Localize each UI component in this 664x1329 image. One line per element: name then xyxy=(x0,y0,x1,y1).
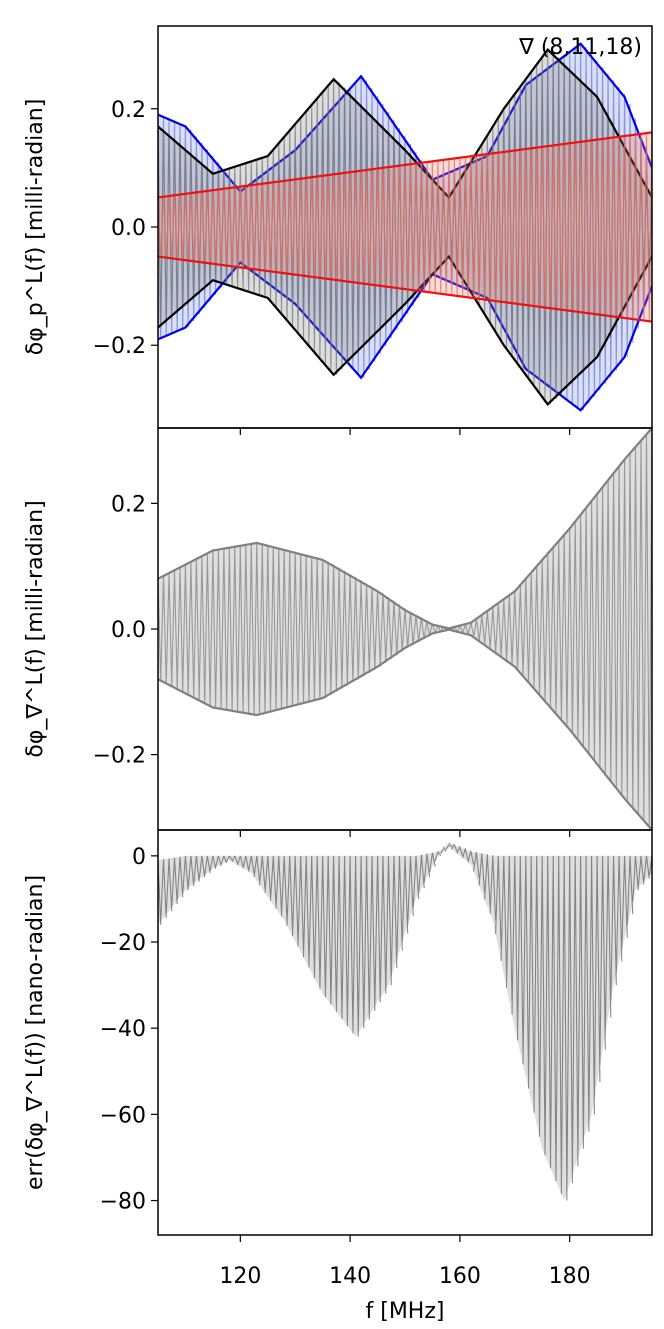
bottom-series-0-oscillation xyxy=(158,842,652,1201)
bottom-ytick-label: −80 xyxy=(100,1190,146,1215)
top-ylabel: δφ_p^L(f) [milli-radian] xyxy=(23,99,48,356)
x-axis-label: f [MHz] xyxy=(366,1299,445,1324)
middle-series-0-oscillation xyxy=(158,428,652,827)
top-ytick-label: −0.2 xyxy=(93,334,146,359)
middle-ylabel: δφ_∇^L(f) [milli-radian] xyxy=(23,500,48,757)
middle-series-0-lower-envelope xyxy=(158,628,652,830)
bottom-axes-frame xyxy=(157,829,653,1236)
top-series-2-upper-envelope xyxy=(158,131,652,199)
bottom-ytick-label: −40 xyxy=(100,1017,146,1042)
bottom-plot-area xyxy=(158,842,652,1201)
middle-series-0-upper-envelope xyxy=(158,428,652,630)
xtick-label: 140 xyxy=(329,1264,371,1289)
top-ytick-label: 0.0 xyxy=(111,216,146,241)
top-series-1-area xyxy=(158,49,652,405)
panel-bottom: 0 −20 −40 −60 −80 err(δφ_∇^L(f)) [nano-radian… xyxy=(23,829,653,1236)
panel-top: 0.2 0.0 −0.2 δφ_p^L(f) [milli-radian] ∇ (8,1… xyxy=(23,25,653,429)
top-series-0-lower-envelope xyxy=(158,260,652,412)
top-series-1-lower-envelope xyxy=(158,254,652,407)
middle-ytick-label: 0.0 xyxy=(111,618,146,643)
top-series-2-lower-envelope xyxy=(158,255,652,323)
bottom-ytick-label: −20 xyxy=(100,931,146,956)
top-annotation: ∇ (8,11,18) xyxy=(518,35,642,60)
middle-plot-area xyxy=(158,428,652,830)
top-plot-area xyxy=(158,42,652,412)
panel-middle: 0.2 0.0 −0.2 δφ_∇^L(f) [milli-radian] xyxy=(23,427,653,831)
bottom-ytick-label: −60 xyxy=(100,1103,146,1128)
xtick-label: 180 xyxy=(549,1264,591,1289)
top-ytick-label: 0.2 xyxy=(111,98,146,123)
top-series-2-area xyxy=(158,132,652,322)
bottom-ytick-label: 0 xyxy=(132,845,146,870)
xtick-label: 120 xyxy=(219,1264,261,1289)
middle-ytick-label: 0.2 xyxy=(111,492,146,517)
top-series-2-oscillation xyxy=(158,132,652,322)
middle-series-0-area xyxy=(158,428,652,830)
top-series-1-upper-envelope xyxy=(158,47,652,200)
bottom-series-0-area xyxy=(158,842,652,1201)
xtick-label: 160 xyxy=(439,1264,481,1289)
middle-ytick-label: −0.2 xyxy=(93,744,146,769)
bottom-ylabel: err(δφ_∇^L(f)) [nano-radian] xyxy=(23,875,48,1190)
